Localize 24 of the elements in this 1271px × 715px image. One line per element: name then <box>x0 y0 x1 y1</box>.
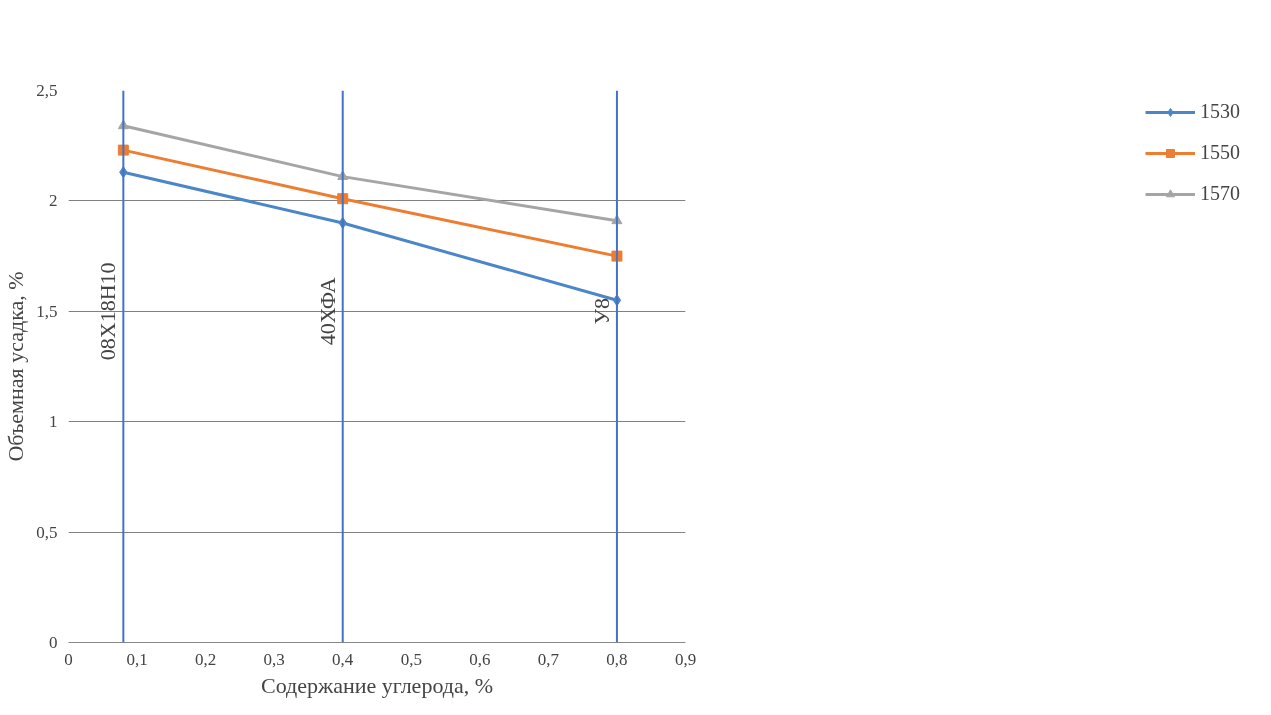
ref-line-label: 40ХФА <box>314 277 340 346</box>
x-tick-label: 0,8 <box>606 649 628 669</box>
y-tick-label: 0,5 <box>36 522 58 542</box>
x-tick-label: 0,7 <box>537 649 560 669</box>
x-tick-label: 0,2 <box>194 649 217 669</box>
legend-label: 1570 <box>1200 182 1240 205</box>
legend-label: 1530 <box>1200 100 1240 123</box>
legend-label: 1550 <box>1200 141 1240 164</box>
x-axis-title: Содержание углерода, % <box>260 672 494 698</box>
x-tick-label: 0,6 <box>469 649 491 669</box>
x-tick-label: 0,1 <box>126 649 148 669</box>
y-tick-label: 2,5 <box>36 81 58 100</box>
y-axis-title: Объемная усадка, % <box>3 271 29 462</box>
y-tick-label: 0 <box>49 633 58 652</box>
y-tick-label: 2 <box>49 191 58 211</box>
y-tick-label: 1,5 <box>36 301 58 321</box>
x-tick-label: 0,9 <box>674 649 697 669</box>
x-tick-label: 0,3 <box>263 649 285 669</box>
ref-line-label: У8 <box>588 298 614 325</box>
x-tick-label: 0,5 <box>400 649 422 669</box>
x-tick-label: 0,4 <box>332 649 354 669</box>
y-tick-label: 1 <box>49 412 58 432</box>
ref-line-label: 08Х18Н10 <box>95 262 121 361</box>
x-tick-label: 0 <box>64 649 73 669</box>
